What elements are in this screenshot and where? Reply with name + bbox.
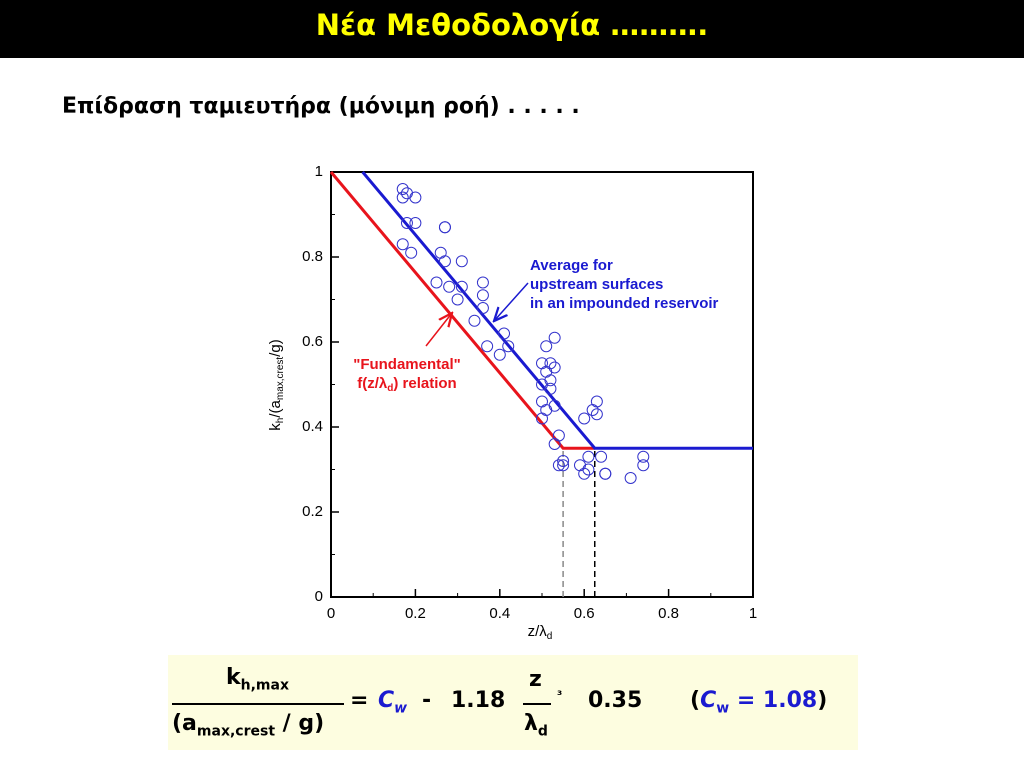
point	[396, 183, 409, 195]
point	[540, 340, 553, 353]
formula-cw: Cw	[378, 688, 408, 717]
point	[548, 438, 561, 450]
formula-operator: ³	[557, 688, 563, 702]
slide-subtitle: Επίδραση ταμιευτήρα (μόνιμη ροή) . . . .…	[62, 94, 580, 119]
annotation-arrow	[425, 313, 452, 347]
y-axis-label: kh/(amax,crest/g)	[267, 339, 286, 430]
point	[468, 314, 481, 327]
annotation-line: Average for	[530, 257, 613, 274]
y-tick-label: 0.4	[302, 418, 323, 435]
point	[548, 331, 561, 344]
point	[409, 217, 422, 229]
point	[493, 348, 506, 361]
x-tick-label: 0.2	[405, 605, 426, 622]
x-tick-label: 0.4	[489, 605, 510, 622]
point	[400, 217, 413, 229]
point	[544, 382, 557, 395]
formula-lambda: λd	[524, 711, 548, 740]
formula-numerator: kh,max	[226, 665, 289, 694]
point	[430, 276, 443, 289]
formula-z: z	[529, 667, 542, 692]
point	[599, 467, 612, 480]
point	[476, 289, 489, 302]
x-tick-label: 0.8	[658, 605, 679, 622]
point	[557, 459, 570, 472]
y-tick-label: 0	[315, 588, 323, 605]
point	[438, 221, 451, 234]
title-bar	[0, 0, 1024, 58]
point	[502, 340, 515, 353]
chart: z/λd kh/(amax,crest/g) Average for upstr…	[267, 163, 757, 642]
formula-equals: =	[350, 688, 369, 713]
point	[438, 255, 451, 268]
marks	[329, 171, 754, 598]
formula-denominator: (amax,crest / g)	[172, 711, 325, 740]
fraction-bar	[523, 703, 551, 705]
point	[443, 280, 456, 293]
y-tick-label: 0.6	[302, 333, 323, 350]
point	[409, 191, 422, 204]
annotation-line: "Fundamental"	[353, 356, 461, 373]
x-axis-label: z/λd	[528, 623, 553, 642]
point	[536, 412, 548, 425]
x-tick-label: 0	[327, 605, 335, 622]
point	[455, 255, 468, 268]
point	[476, 302, 489, 314]
y-tick-label: 1	[315, 163, 323, 180]
point	[582, 450, 595, 463]
formula-minus: -	[422, 688, 432, 713]
point	[455, 280, 468, 293]
point	[578, 412, 591, 425]
y-tick-label: 0.2	[302, 503, 323, 520]
point	[637, 459, 650, 472]
point	[405, 246, 418, 259]
point	[476, 276, 489, 289]
point	[498, 327, 511, 340]
formula-coefficient: 1.18	[451, 688, 506, 713]
point	[552, 459, 565, 472]
point	[557, 455, 570, 467]
formula-threshold: 0.35	[588, 688, 643, 713]
point	[396, 238, 409, 251]
annotation-line: in an impounded reservoir	[530, 295, 719, 312]
formula-note: (Cw = 1.08)	[690, 688, 828, 717]
annotation-line: f(z/λd) relation	[357, 375, 456, 394]
point	[396, 191, 409, 204]
point	[481, 340, 494, 353]
point	[548, 399, 561, 412]
plot-frame	[330, 171, 754, 598]
point	[578, 467, 591, 480]
annotation-arrow	[494, 282, 529, 321]
y-tick-label: 0.8	[302, 248, 323, 265]
point	[590, 408, 603, 421]
x-tick-label: 1	[749, 605, 757, 622]
annotation-line: upstream surfaces	[530, 276, 663, 293]
point	[624, 472, 637, 484]
x-tick-label: 0.6	[574, 605, 595, 622]
fraction-bar	[172, 703, 344, 705]
point	[595, 450, 608, 463]
point	[590, 395, 603, 408]
point	[637, 450, 650, 463]
formula-box: kh,max (amax,crest / g) = Cw - 1.18 z λd…	[168, 655, 858, 750]
annotation-average: Average for upstream surfaces in an impo…	[530, 257, 719, 312]
point	[451, 293, 464, 306]
line	[329, 171, 595, 450]
slide-title: Νέα Μεθοδολογία ……….	[315, 8, 709, 42]
